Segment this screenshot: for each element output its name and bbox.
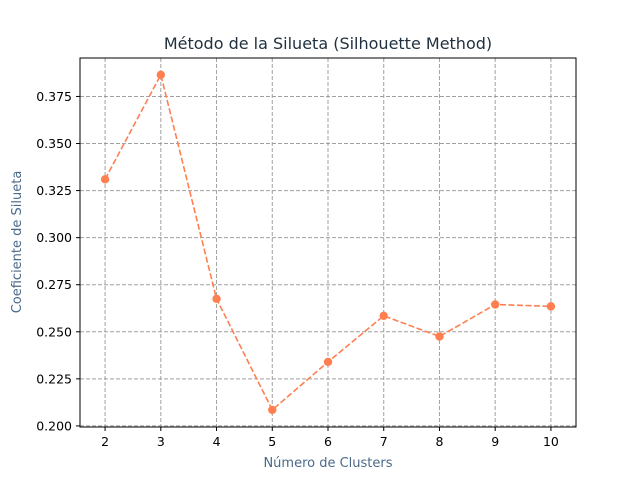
y-tick-label: 0.200 xyxy=(36,418,72,433)
y-tick-label: 0.325 xyxy=(36,183,72,198)
data-point xyxy=(268,405,277,415)
x-tick-label: 8 xyxy=(435,434,443,449)
y-tick-label: 0.225 xyxy=(36,371,72,386)
x-tick-label: 4 xyxy=(213,434,221,449)
grid-lines xyxy=(80,58,576,427)
x-tick-label: 6 xyxy=(324,434,332,449)
y-axis-label: Coeficiente de Silueta xyxy=(10,171,25,314)
y-tick-label: 0.350 xyxy=(36,136,72,151)
data-point xyxy=(156,70,166,79)
x-tick-label: 2 xyxy=(101,434,109,449)
data-point xyxy=(323,357,333,367)
tick-labels: 2 3 4 5 6 7 8 9 10 0.200 0.225 0.250 0.275 0.300 0.325… xyxy=(36,89,559,449)
x-tick-label: 3 xyxy=(157,434,165,449)
x-tick-label: 7 xyxy=(380,434,388,449)
data-point xyxy=(435,332,444,341)
x-tick-label: 10 xyxy=(543,434,559,449)
series-layer xyxy=(100,70,556,415)
data-point xyxy=(490,300,500,309)
data-point xyxy=(212,294,221,304)
data-point xyxy=(100,175,110,184)
axes xyxy=(76,57,577,431)
data-point xyxy=(379,311,388,320)
x-axis-label: Número de Clusters xyxy=(263,456,392,471)
x-tick-label: 9 xyxy=(491,434,499,449)
y-tick-label: 0.275 xyxy=(36,277,72,292)
x-tick-label: 5 xyxy=(268,434,276,449)
y-tick-label: 0.375 xyxy=(36,89,72,104)
data-point xyxy=(546,302,556,311)
chart-title: Método de la Silueta (Silhouette Method) xyxy=(164,34,492,53)
y-tick-label: 0.300 xyxy=(36,230,72,245)
y-tick-label: 0.250 xyxy=(36,324,72,339)
